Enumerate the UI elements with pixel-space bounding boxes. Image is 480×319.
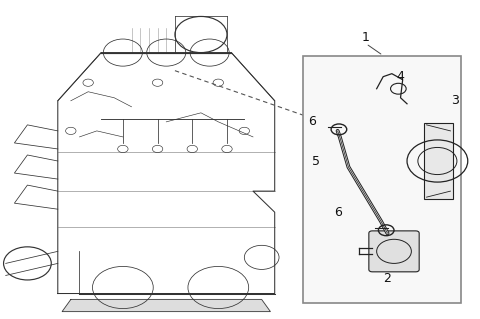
FancyBboxPatch shape: [369, 231, 419, 272]
Polygon shape: [62, 300, 270, 312]
Text: 2: 2: [384, 272, 392, 285]
Text: 1: 1: [362, 31, 370, 44]
FancyBboxPatch shape: [303, 56, 461, 302]
FancyBboxPatch shape: [424, 123, 453, 199]
Text: 6: 6: [334, 206, 342, 219]
Text: 3: 3: [451, 94, 459, 107]
Text: 4: 4: [396, 70, 405, 83]
Text: 6: 6: [308, 115, 315, 128]
Text: 5: 5: [312, 154, 320, 167]
